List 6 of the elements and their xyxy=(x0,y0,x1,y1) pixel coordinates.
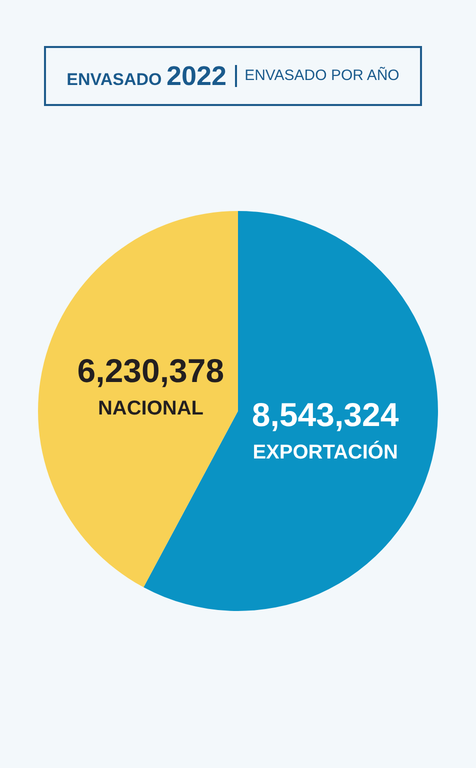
data-label: 6,230,378 xyxy=(77,352,224,390)
chart-title: ENVASADO 2022 xyxy=(66,60,227,92)
data-label: 8,543,324 xyxy=(252,396,400,434)
chart-subtitle: ENVASADO POR AÑO xyxy=(234,65,400,87)
slice-label: NACIONAL xyxy=(98,398,204,420)
slice-label: EXPORTACIÓN xyxy=(252,440,398,464)
